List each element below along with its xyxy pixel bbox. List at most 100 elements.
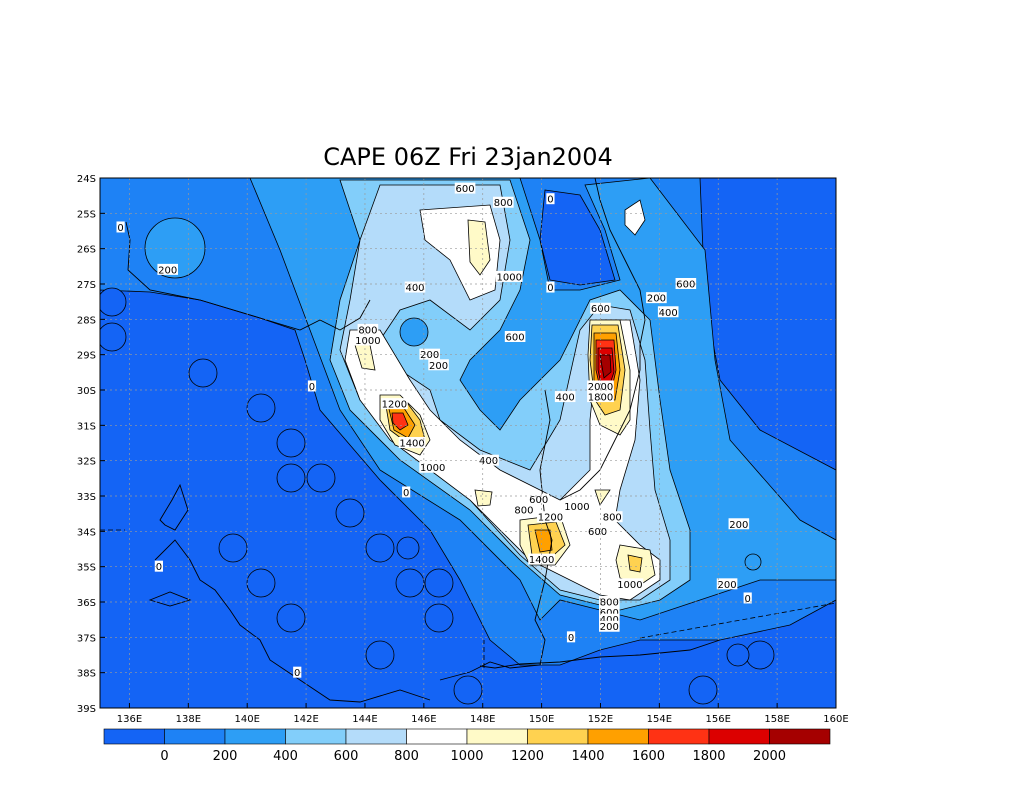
y-tick-label: 39S [77, 704, 96, 715]
plot-area [100, 178, 836, 708]
contour-label: 800 [600, 598, 619, 609]
contour-label-bg [587, 380, 614, 392]
contour-label-bg [428, 359, 449, 371]
contour-label-bg [504, 331, 526, 342]
y-tick-label: 25S [77, 209, 96, 220]
colorbar-swatch [648, 728, 710, 745]
y-tick-label: 37S [77, 633, 96, 644]
contour-label-bg [554, 391, 576, 403]
colorbar-label: 0 [160, 749, 168, 764]
contour-label-bg [616, 578, 644, 590]
contour-label-bg [307, 380, 317, 392]
y-tick-label: 30S [77, 386, 96, 397]
contour-label-bg [398, 437, 426, 448]
colorbar-swatch [224, 728, 286, 745]
contour-label: 400 [659, 308, 678, 319]
contour-label-bg [419, 348, 441, 360]
contour-label: 0 [309, 382, 315, 393]
contour-label-bg [728, 518, 750, 530]
y-tick-label: 29S [77, 351, 96, 362]
contour-label: 200 [647, 294, 666, 305]
x-tick-label: 146E [411, 714, 436, 725]
contour-label-bg [601, 511, 623, 523]
contour-label-bg [587, 391, 614, 403]
contour-label: 600 [676, 280, 695, 291]
contour-label: 0 [547, 195, 553, 206]
x-tick-label: 160E [823, 714, 848, 725]
field-region-800-north [624, 199, 646, 236]
colorbar-swatch [466, 728, 528, 745]
contour-label-bg [454, 182, 476, 194]
chart-title: CAPE 06Z Fri 23jan2004 [323, 143, 612, 171]
colorbar-swatch [285, 728, 347, 745]
contour-label: 0 [568, 633, 574, 644]
field-region-sw-low [100, 289, 836, 708]
contour-label: 200 [718, 580, 737, 591]
contour-label: 200 [600, 622, 619, 633]
x-tick-label: 152E [588, 714, 613, 725]
contour-label-bg [357, 323, 379, 335]
colorbar-swatch [708, 728, 770, 745]
contour-label-bg [563, 500, 591, 512]
contour-label-bg [599, 606, 620, 618]
contour-label: 1000 [420, 463, 445, 474]
x-tick-label: 136E [117, 714, 142, 725]
contour-label-bg [404, 281, 426, 293]
y-tick-label: 26S [77, 245, 96, 256]
contour-label-bg [743, 592, 752, 604]
contour-label-bg [716, 578, 738, 590]
contour-label: 800 [494, 198, 513, 209]
x-tick-label: 138E [176, 714, 201, 725]
x-axis: 136E 138E 140E 142E 144E 146E 148E 150E 152E 154E… [117, 703, 849, 725]
colorbar-label: 600 [334, 749, 359, 764]
contour-label-bg [495, 270, 523, 282]
contour-label: 1400 [529, 555, 554, 566]
contour-label-bg [513, 504, 535, 516]
contour-label-bg [478, 454, 499, 466]
colorbar-swatch [103, 728, 165, 745]
contour-label: 1200 [538, 513, 563, 524]
x-tick-label: 158E [764, 714, 789, 725]
contour-label-bg [354, 334, 382, 346]
contour-label: 0 [403, 488, 409, 499]
contour-label: 0 [294, 668, 300, 679]
y-tick-label: 36S [77, 598, 96, 609]
y-tick-label: 24S [77, 174, 96, 185]
contour-label: 600 [588, 527, 607, 538]
contour-label: 600 [529, 495, 548, 506]
contour-label-bg [657, 306, 679, 318]
colorbar-swatch [345, 728, 407, 745]
y-tick-label: 32S [77, 457, 96, 468]
colorbar-swatch [527, 728, 589, 745]
contour-label: 800 [514, 506, 533, 517]
contour-label: 400 [556, 393, 575, 404]
contour-label-bg [293, 666, 302, 678]
contour-label-bg [419, 461, 447, 473]
contour-label: 400 [405, 283, 424, 294]
contour-label: 1000 [355, 336, 380, 347]
colorbar-label: 1000 [450, 749, 483, 764]
colorbar-label: 200 [213, 749, 238, 764]
contour-label-bg [381, 398, 408, 410]
x-tick-label: 144E [352, 714, 377, 725]
contour-label-bg [493, 196, 514, 208]
y-tick-label: 38S [77, 669, 96, 680]
contour-label-bg [566, 631, 576, 643]
contour-label: 0 [744, 594, 750, 605]
contour-label: 200 [158, 265, 177, 276]
contour-label-bg [546, 193, 555, 205]
x-tick-label: 154E [647, 714, 672, 725]
colorbar-swatch [406, 728, 468, 745]
contour-label: 0 [156, 562, 162, 573]
contour-label: 400 [600, 615, 619, 626]
contour-label: 200 [429, 361, 448, 372]
colorbar-label: 1600 [632, 749, 665, 764]
state-border [100, 529, 836, 668]
y-tick-label: 28S [77, 315, 96, 326]
colorbar-label: 1400 [571, 749, 604, 764]
contour-label: 1400 [399, 439, 424, 450]
colorbar: 0 200 400 600 800 1000 1200 1400 1600 1800 2000 [103, 728, 831, 764]
contour-label: 600 [456, 184, 475, 195]
colorbar-swatch [587, 728, 649, 745]
